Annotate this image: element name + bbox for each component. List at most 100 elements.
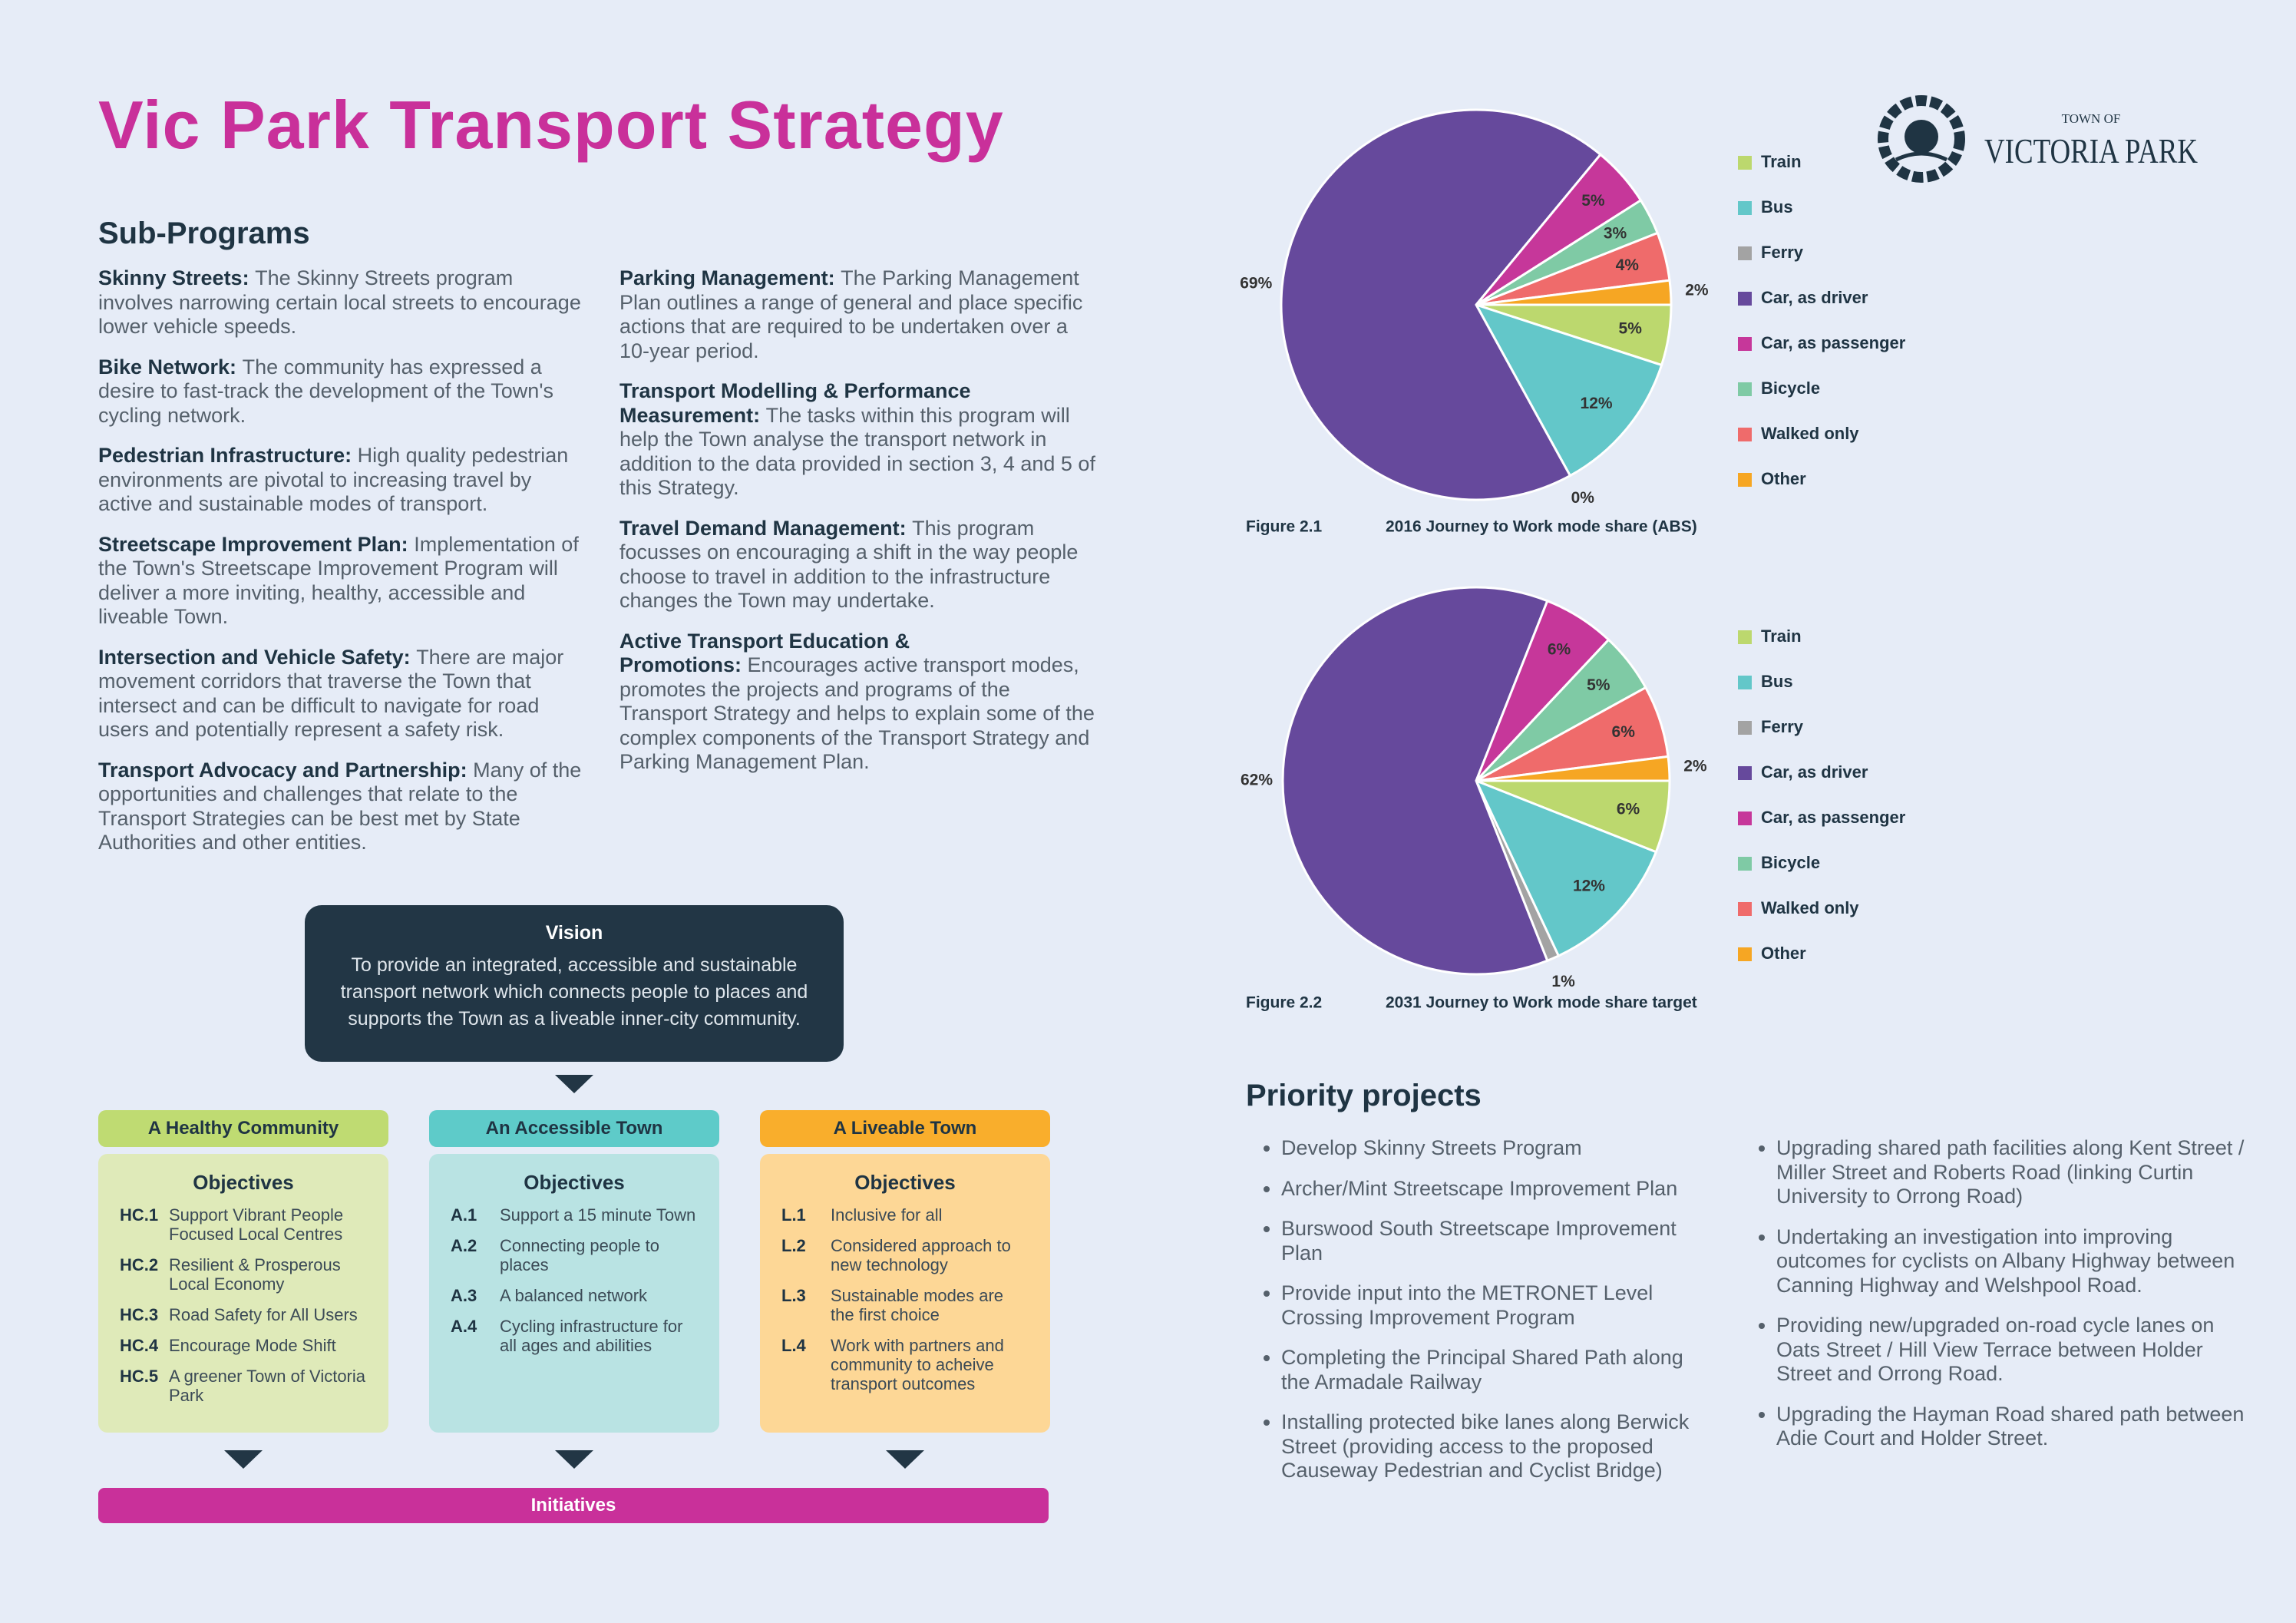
objective-code: L.2: [781, 1236, 806, 1255]
sub-program-text: High quality pedestrian environments are…: [98, 444, 569, 515]
objective-text: Sustainable modes are the first choice: [831, 1286, 1004, 1324]
sub-program-text: Many of the opportunities and challenges…: [98, 758, 582, 854]
sub-program: Transport Modelling & Performance Measur…: [619, 379, 1103, 501]
pillar-header: A Healthy Community: [98, 1110, 388, 1147]
slice-label: 12%: [1581, 395, 1613, 412]
sub-program-term: Streetscape Improvement Plan:: [98, 532, 408, 556]
pie-slice: [1473, 302, 1663, 478]
legend-label: Train: [1761, 626, 1802, 646]
logo-top: TOWN OF: [2062, 111, 2121, 126]
objective-text: Road Safety for All Users: [169, 1305, 358, 1324]
vision-title: Vision: [545, 922, 603, 944]
project: Burswood South Streetscape Improvement P…: [1281, 1217, 1711, 1265]
figure-number: Figure 2.1: [1246, 518, 1323, 536]
objective-code: HC.4: [120, 1336, 159, 1355]
objective: HC.3 Road Safety for All Users: [120, 1305, 367, 1324]
sub-program-term: Transport Modelling & Performance Measur…: [619, 379, 971, 427]
objective-code: A.4: [451, 1317, 477, 1336]
slice-label: 5%: [1581, 192, 1605, 210]
slice-label: 1%: [1551, 973, 1575, 990]
pillar-body: Objectives A.1 Support a 15 minute Town A.2…: [429, 1154, 719, 1433]
sub-program: Intersection and Vehicle Safety: There ar…: [98, 646, 590, 742]
slice-label: 12%: [1573, 878, 1605, 895]
objective-text: Support a 15 minute Town: [500, 1205, 696, 1225]
objective-code: A.1: [451, 1205, 477, 1225]
project-list: Develop Skinny Streets Program Archer/Min…: [1246, 1136, 1711, 1499]
legend-label: Car, as driver: [1761, 762, 1868, 782]
objective-text: Cycling infrastructure for all ages and …: [500, 1317, 683, 1355]
sub-program-text: The Parking Management Plan outlines a r…: [619, 266, 1083, 362]
charts: 5% 12% 0% 69% 5% 3% 4% 2% Train Bus Ferry Car, as d…: [1240, 108, 1906, 1012]
objective-text: Support Vibrant People Focused Local Cen…: [169, 1205, 344, 1244]
project: Archer/Mint Streetscape Improvement Plan: [1281, 1177, 1711, 1202]
objective-code: HC.3: [120, 1305, 159, 1324]
legend-swatch: [1738, 766, 1752, 780]
arrow: [886, 1450, 924, 1469]
legend-label: Other: [1761, 944, 1806, 963]
pillar-body: Objectives L.1 Inclusive for all L.2 Conside…: [760, 1154, 1050, 1433]
legend-swatch: [1738, 630, 1752, 644]
project: Upgrading shared path facilities along K…: [1776, 1136, 2252, 1209]
sub-program: Active Transport Education & Promotions:…: [619, 630, 1103, 775]
logo: TOWN OF VICTORIA PARK: [1878, 95, 2198, 183]
logo-name: VICTORIA PARK: [1984, 131, 2198, 170]
sub-program-column: Skinny Streets: The Skinny Streets progra…: [98, 266, 590, 871]
slice-label: 62%: [1241, 772, 1273, 789]
legend-label: Bus: [1761, 672, 1793, 691]
objective: L.3 Sustainable modes are the first choic…: [781, 1286, 1029, 1324]
objective: L.1 Inclusive for all: [781, 1205, 1029, 1225]
pie-slice: [1280, 108, 1603, 501]
slice-label: 6%: [1548, 640, 1571, 658]
objective: A.4 Cycling infrastructure for all ages a…: [451, 1317, 698, 1355]
pillar-body: Objectives HC.1 Support Vibrant People Foc…: [98, 1154, 388, 1433]
pillar-header: An Accessible Town: [429, 1110, 719, 1147]
project: Provide input into the METRONET Level Cr…: [1281, 1281, 1711, 1330]
objective-text: Connecting people to places: [500, 1236, 659, 1274]
sub-program-term: Travel Demand Management:: [619, 516, 907, 540]
legend-label: Walked only: [1761, 898, 1859, 917]
objective-code: L.4: [781, 1336, 806, 1355]
section-heading: Sub-Programs: [98, 217, 310, 250]
legend-swatch: [1738, 428, 1752, 441]
sub-program: Transport Advocacy and Partnership: Many …: [98, 759, 590, 855]
sub-program-term: Intersection and Vehicle Safety:: [98, 645, 411, 669]
pie-slice: [1475, 755, 1671, 782]
sub-program-term: Bike Network:: [98, 355, 237, 378]
chart-title: 2031 Journey to Work mode share target: [1386, 994, 1697, 1012]
slice-label: 6%: [1612, 723, 1636, 741]
section-heading: Priority projects: [1246, 1079, 1482, 1112]
legend-label: Bicycle: [1761, 853, 1820, 872]
chart-title: 2016 Journey to Work mode share (ABS): [1386, 518, 1697, 536]
objective-text: Work with partners and community to ache…: [831, 1336, 1004, 1393]
legend-label: Ferry: [1761, 243, 1804, 262]
legend-swatch: [1738, 902, 1752, 916]
legend-label: Car, as driver: [1761, 288, 1868, 307]
legend-label: Car, as passenger: [1761, 333, 1906, 352]
pie-slice: [1281, 586, 1549, 976]
objective-code: HC.5: [120, 1367, 159, 1386]
figure-number: Figure 2.2: [1246, 994, 1322, 1012]
project: Develop Skinny Streets Program: [1281, 1136, 1711, 1161]
slice-label: 6%: [1617, 800, 1640, 818]
legend-swatch: [1738, 201, 1752, 215]
objective-code: A.3: [451, 1286, 477, 1305]
arrow: [555, 1075, 593, 1093]
objective: A.3 A balanced network: [451, 1286, 698, 1305]
sub-program-text: Encourages active transport modes, promo…: [619, 653, 1095, 773]
slice-label: 5%: [1587, 676, 1611, 694]
objective-text: Encourage Mode Shift: [169, 1336, 336, 1355]
legend-swatch: [1738, 812, 1752, 825]
pie-slice: [1475, 279, 1673, 306]
logo-tree: [1905, 120, 1938, 154]
slice-label: 0%: [1571, 489, 1595, 507]
legend-label: Car, as passenger: [1761, 808, 1906, 827]
legend-swatch: [1738, 857, 1752, 871]
pie-slice: [1474, 778, 1658, 958]
arrow: [555, 1450, 593, 1469]
slice-label: 3%: [1604, 224, 1627, 242]
slice-label: 2%: [1685, 281, 1709, 299]
sub-program-term: Transport Advocacy and Partnership:: [98, 758, 467, 782]
sub-program-text: Implementation of the Town's Streetscape…: [98, 532, 579, 629]
sub-program-text: The tasks within this program will help …: [619, 403, 1095, 500]
